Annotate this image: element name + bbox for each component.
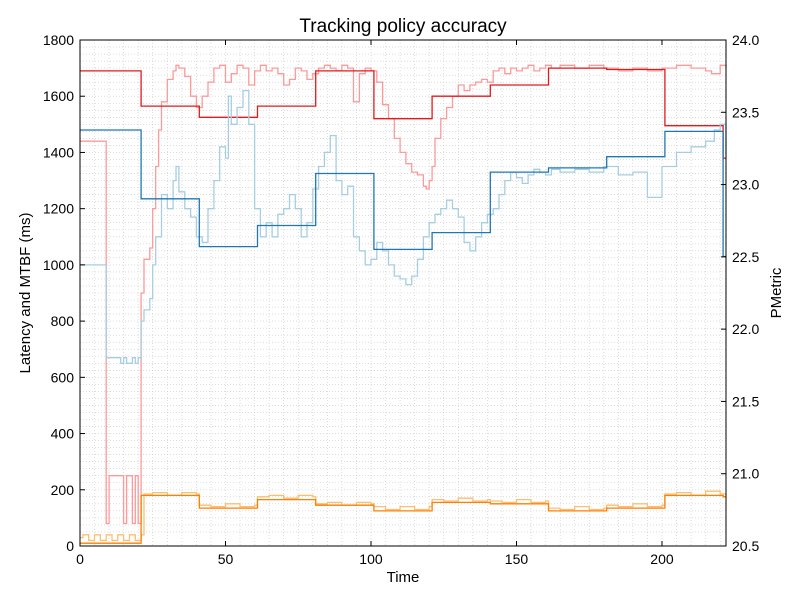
y-right-tick-label: 21.5 [732,393,759,409]
y-left-tick-label: 1800 [43,32,74,48]
y-right-tick-label: 24.0 [732,32,759,48]
series-line-3 [80,129,726,258]
y-left-tick-label: 1600 [43,88,74,104]
y-left-tick-label: 600 [51,369,75,385]
series-line-5 [80,494,726,544]
y-right-tick-label: 22.5 [732,249,759,265]
y-left-tick-label: 1000 [43,257,74,273]
y-left-tick-label: 200 [51,482,75,498]
x-tick-label: 50 [218,551,234,567]
x-tick-label: 200 [650,551,674,567]
y-axis-right-label: PMetric [768,267,785,318]
ticks: 0 50 100 150 200 0 200 400 600 800 1000 1200 1400 160… [43,32,760,567]
series-group [80,64,727,544]
plot-frame [79,39,727,547]
y-left-tick-label: 1200 [43,201,74,217]
series-line-2 [80,89,727,364]
series-line-1 [80,67,726,159]
y-right-tick-label: 22.0 [732,321,759,337]
series-line-0 [80,64,727,525]
y-left-tick-label: 0 [66,538,74,554]
y-right-tick-label: 21.0 [732,466,759,482]
x-axis-label: Time [387,569,420,586]
y-right-tick-label: 20.5 [732,538,759,554]
x-tick-label: 0 [76,551,84,567]
y-right-tick-label: 23.0 [732,177,759,193]
grid [80,40,726,546]
x-tick-label: 150 [505,551,529,567]
y-axis-left-label: Latency and MTBF (ms) [17,213,34,374]
series-line-4 [80,490,727,542]
y-left-tick-label: 1400 [43,144,74,160]
y-right-tick-label: 23.5 [732,104,759,120]
chart-title: Tracking policy accuracy [299,16,507,37]
y-left-tick-label: 400 [51,426,75,442]
x-tick-label: 100 [359,551,383,567]
y-left-tick-label: 800 [51,313,75,329]
